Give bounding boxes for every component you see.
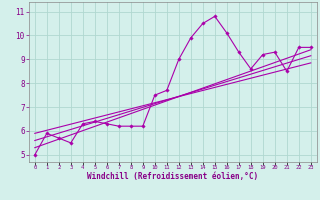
X-axis label: Windchill (Refroidissement éolien,°C): Windchill (Refroidissement éolien,°C) — [87, 172, 258, 181]
